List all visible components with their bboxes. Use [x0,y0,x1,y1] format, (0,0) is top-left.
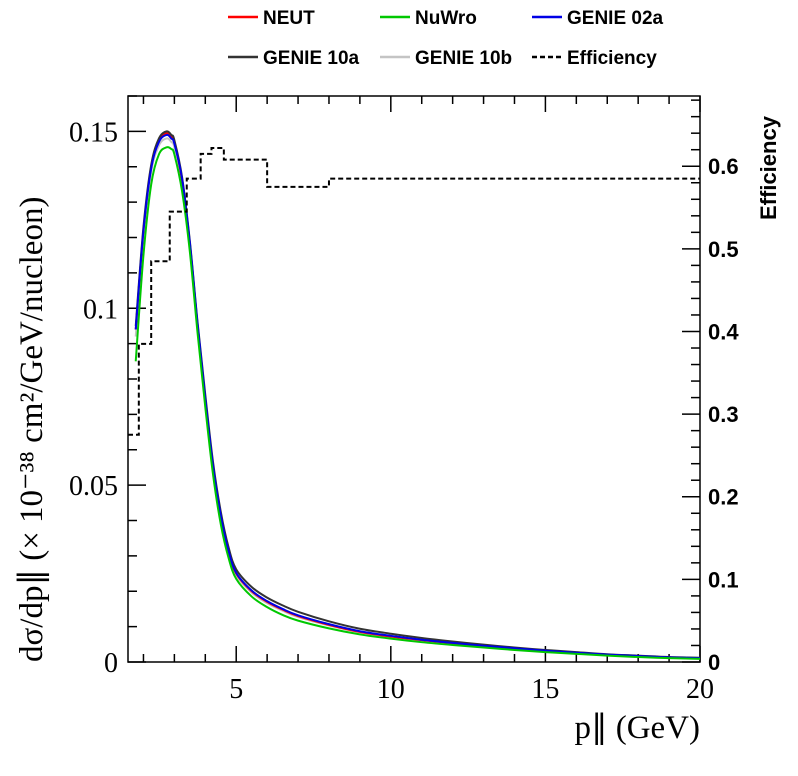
y-tick-label: 0 [104,648,118,679]
series-line-genie-10a [134,130,701,659]
y2-tick-label: 0.3 [708,402,739,427]
y2-tick-label: 0.4 [708,319,739,344]
y2-tick-label: 0.1 [708,567,739,592]
legend-label: GENIE 10b [415,48,512,69]
legend-label: GENIE 10a [263,48,360,69]
plot-frame [127,95,701,663]
legend-label: Efficiency [567,48,657,69]
y2-tick-label: 0.6 [708,154,739,179]
x-tick-label: 10 [377,674,405,705]
series-line-genie-02a [134,133,701,660]
series-line-nuwro [134,146,701,660]
y2-tick-label: 0.5 [708,237,739,262]
y-tick-label: 0.15 [69,117,118,148]
series-line-genie-10b [134,137,701,660]
x-axis-label: p∥ (GeV) [574,710,700,746]
y-axis-label: dσ/dp∥ (× 10⁻³⁸ cm²/GeV/nucleon) [14,197,50,662]
series-line-neut [134,132,701,660]
x-tick-label: 20 [686,674,714,705]
efficiency-step-line [128,147,700,436]
legend-label: NuWro [415,8,477,29]
x-tick-label: 15 [531,674,559,705]
x-tick-label: 5 [229,674,243,705]
y-tick-label: 0.05 [69,471,118,502]
y-tick-label: 0.1 [83,294,118,325]
y2-axis-label: Efficiency [756,115,781,220]
y2-tick-label: 0.2 [708,485,739,510]
legend-label: NEUT [263,8,315,29]
y2-tick-label: 0 [708,650,720,675]
legend-label: GENIE 02a [567,8,664,29]
